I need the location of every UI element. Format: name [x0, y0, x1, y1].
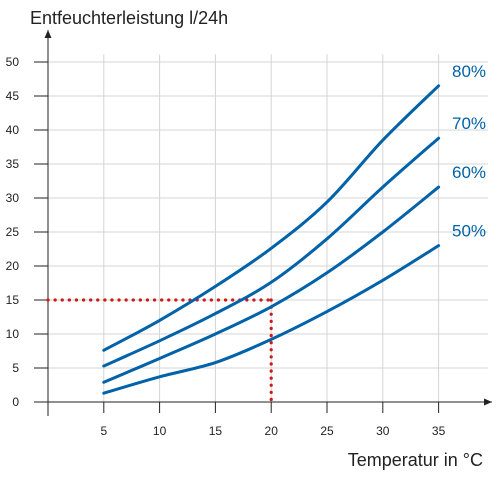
series-label-70pct: 70% — [452, 114, 486, 133]
y-tick-label: 50 — [6, 55, 20, 69]
y-tick-label: 45 — [6, 89, 20, 103]
series-line-70pct — [102, 136, 441, 368]
grid — [48, 54, 488, 402]
y-tick-label: 40 — [6, 123, 20, 137]
y-tick-label: 15 — [6, 293, 20, 307]
series-label-60pct: 60% — [452, 163, 486, 182]
y-axis-title: Entfeuchterleistung l/24h — [30, 8, 228, 28]
reference-lines — [46, 298, 273, 404]
y-tick-label: 10 — [6, 327, 20, 341]
y-tick-label: 30 — [6, 191, 20, 205]
y-tick-label: 35 — [6, 157, 20, 171]
tick-labels: 5 10 15 20 25 30 35 0 5 10 15 20 25 30 35 40 45 50 — [6, 55, 446, 438]
series-line-80pct — [102, 84, 441, 352]
y-tick-label: 5 — [12, 361, 19, 375]
series-label-50pct: 50% — [452, 222, 486, 241]
x-tick-label: 5 — [100, 424, 107, 438]
y-axis-arrow — [44, 30, 52, 38]
y-tick-label: 25 — [6, 225, 20, 239]
x-tick-label: 15 — [209, 424, 223, 438]
axes — [34, 30, 492, 416]
x-tick-label: 10 — [153, 424, 167, 438]
y-tick-label: 20 — [6, 259, 20, 273]
x-tick-label: 30 — [376, 424, 390, 438]
x-axis-arrow — [484, 398, 492, 406]
x-tick-label: 20 — [265, 424, 279, 438]
x-tick-label: 35 — [432, 424, 446, 438]
x-tick-label: 25 — [320, 424, 334, 438]
series-line-60pct — [102, 185, 441, 384]
series-lines: 80% 70% 60% 50% — [102, 62, 486, 395]
series-line-50pct — [102, 244, 441, 395]
series-label-80pct: 80% — [452, 62, 486, 81]
y-tick-label: 0 — [12, 395, 19, 409]
x-axis-title: Temperatur in °C — [348, 450, 483, 470]
